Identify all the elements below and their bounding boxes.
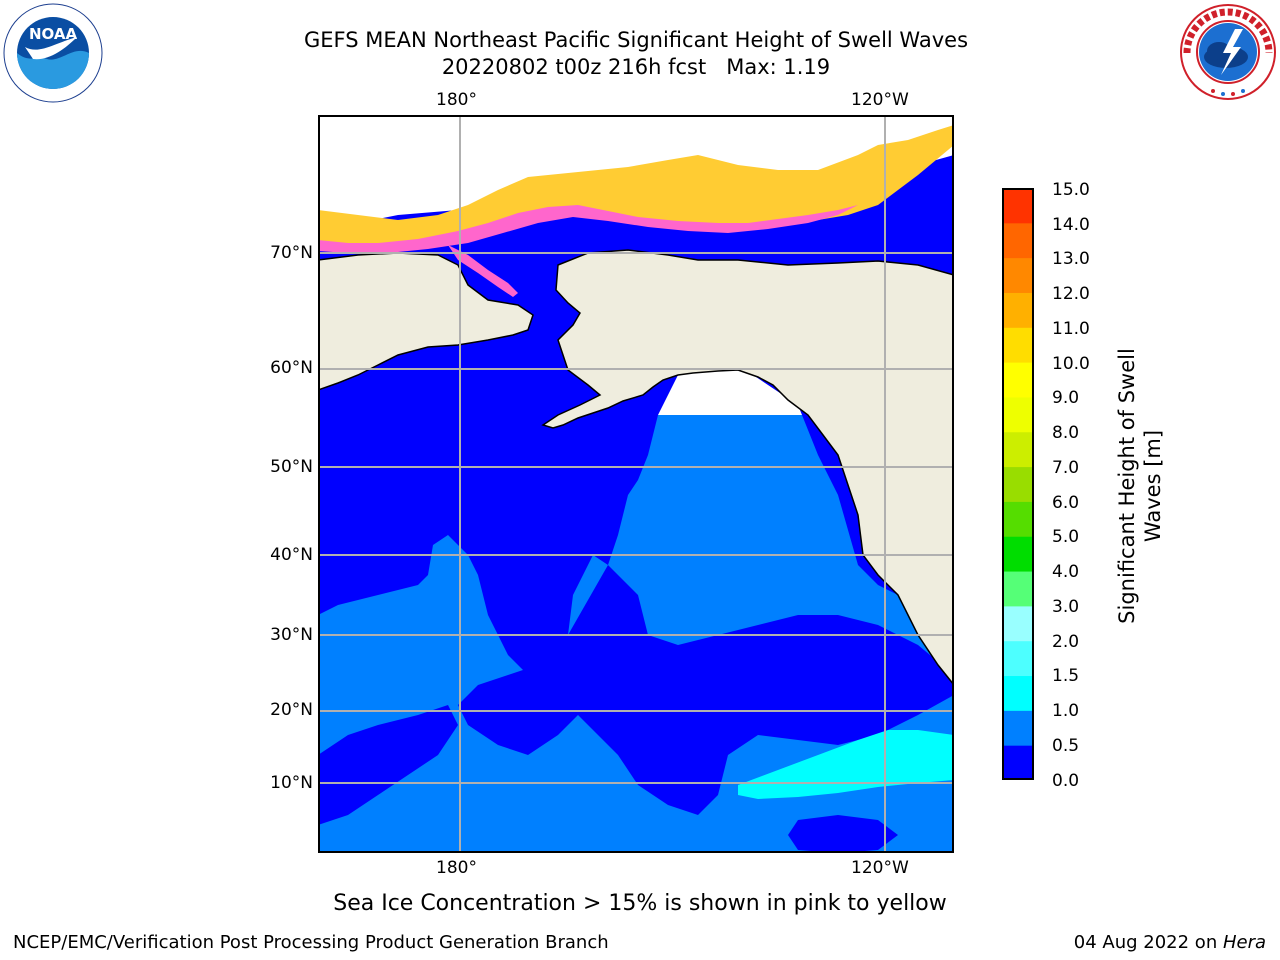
- colorbar-band: [1002, 571, 1034, 607]
- ocean-1.0-1.5: [738, 730, 954, 799]
- svg-text:NOAA: NOAA: [29, 25, 78, 43]
- colorbar-band: [1002, 327, 1034, 363]
- colorbar-band: [1002, 292, 1034, 328]
- colorbar-tick: 13.0: [1052, 249, 1090, 269]
- graticule: [318, 115, 954, 853]
- sea-ice-pink: [318, 205, 858, 253]
- footer-credit: NCEP/EMC/Verification Post Processing Pr…: [13, 932, 609, 953]
- colorbar-band: [1002, 362, 1034, 398]
- lat-label-30n: 30°N: [270, 625, 313, 645]
- noaa-logo: NOAA: [3, 3, 103, 103]
- map-canvas: [318, 115, 954, 853]
- colorbar-tick: 12.0: [1052, 284, 1090, 304]
- colorbar-title-line2: Waves [m]: [1141, 429, 1165, 543]
- ocean-0-0.5-central: [458, 565, 954, 815]
- land-siberia: [318, 252, 534, 391]
- lon-label-top-120w: 120°W: [851, 90, 909, 110]
- colorbar-tick: 6.0: [1052, 493, 1080, 513]
- colorbar-title-line1: Significant Height of Swell: [1115, 348, 1139, 624]
- footer-date-text: 04 Aug 2022 on: [1073, 932, 1223, 953]
- map-title-line1: GEFS MEAN Northeast Pacific Significant …: [303, 28, 969, 52]
- colorbar-title: Significant Height of Swell Waves [m]: [1114, 336, 1166, 636]
- colorbar-tick: 15.0: [1052, 180, 1090, 200]
- colorbar-band: [1002, 745, 1034, 781]
- footer-date: 04 Aug 2022 on Hera: [1074, 932, 1266, 954]
- colorbar-tick: 10.0: [1052, 354, 1090, 374]
- colorbar-tick: 3.0: [1052, 597, 1080, 617]
- lon-label-top-180: 180°: [436, 90, 477, 110]
- colorbar-tick: 9.0: [1052, 388, 1080, 408]
- colorbar-tick: 4.0: [1052, 562, 1080, 582]
- colorbar-band: [1002, 710, 1034, 746]
- lat-label-20n: 20°N: [270, 700, 313, 720]
- colorbar-tick: 1.0: [1052, 701, 1080, 721]
- colorbar-tick: 5.0: [1052, 527, 1080, 547]
- ocean-0-0.5-southwest: [318, 705, 458, 825]
- sea-ice-pink-strait: [448, 245, 518, 297]
- nws-logo: [1179, 3, 1277, 101]
- map-title-line2: 20220802 t00z 216h fcst Max: 1.19: [441, 55, 831, 79]
- lat-label-10n: 10°N: [270, 773, 313, 793]
- colorbar-frame: [1002, 188, 1034, 780]
- sea-ice-yellow: [318, 125, 954, 247]
- lon-label-bottom-120w: 120°W: [851, 858, 909, 878]
- colorbar-band: [1002, 222, 1034, 259]
- lat-label-50n: 50°N: [270, 457, 313, 477]
- ocean-0-0.5-south: [788, 815, 898, 853]
- lat-label-60n: 60°N: [270, 358, 313, 378]
- colorbar-band: [1002, 675, 1034, 711]
- colorbar-tick: 14.0: [1052, 215, 1090, 235]
- colorbar-tick: 0.0: [1052, 771, 1080, 791]
- colorbar: [1002, 188, 1034, 781]
- colorbar-band: [1002, 466, 1034, 502]
- colorbar-tick: 0.5: [1052, 736, 1080, 756]
- colorbar-band: [1002, 640, 1034, 677]
- lat-label-70n: 70°N: [270, 243, 313, 263]
- colorbar-band: [1002, 188, 1034, 224]
- swell-height-map: [318, 115, 954, 853]
- colorbar-band: [1002, 501, 1034, 537]
- lon-label-bottom-180: 180°: [436, 858, 477, 878]
- footer-host: Hera: [1222, 932, 1266, 953]
- colorbar-tick: 1.5: [1052, 666, 1080, 686]
- colorbar-band: [1002, 536, 1034, 572]
- colorbar-tick: 2.0: [1052, 632, 1080, 652]
- colorbar-band: [1002, 431, 1034, 468]
- colorbar-tick: 11.0: [1052, 319, 1090, 339]
- colorbar-band: [1002, 396, 1034, 433]
- sea-ice-note: Sea Ice Concentration > 15% is shown in …: [333, 891, 947, 916]
- colorbar-band: [1002, 257, 1034, 293]
- colorbar-band: [1002, 605, 1034, 642]
- colorbar-tick: 8.0: [1052, 423, 1080, 443]
- lat-label-40n: 40°N: [270, 545, 313, 565]
- colorbar-bands: [1002, 188, 1034, 781]
- colorbar-tick: 7.0: [1052, 458, 1080, 478]
